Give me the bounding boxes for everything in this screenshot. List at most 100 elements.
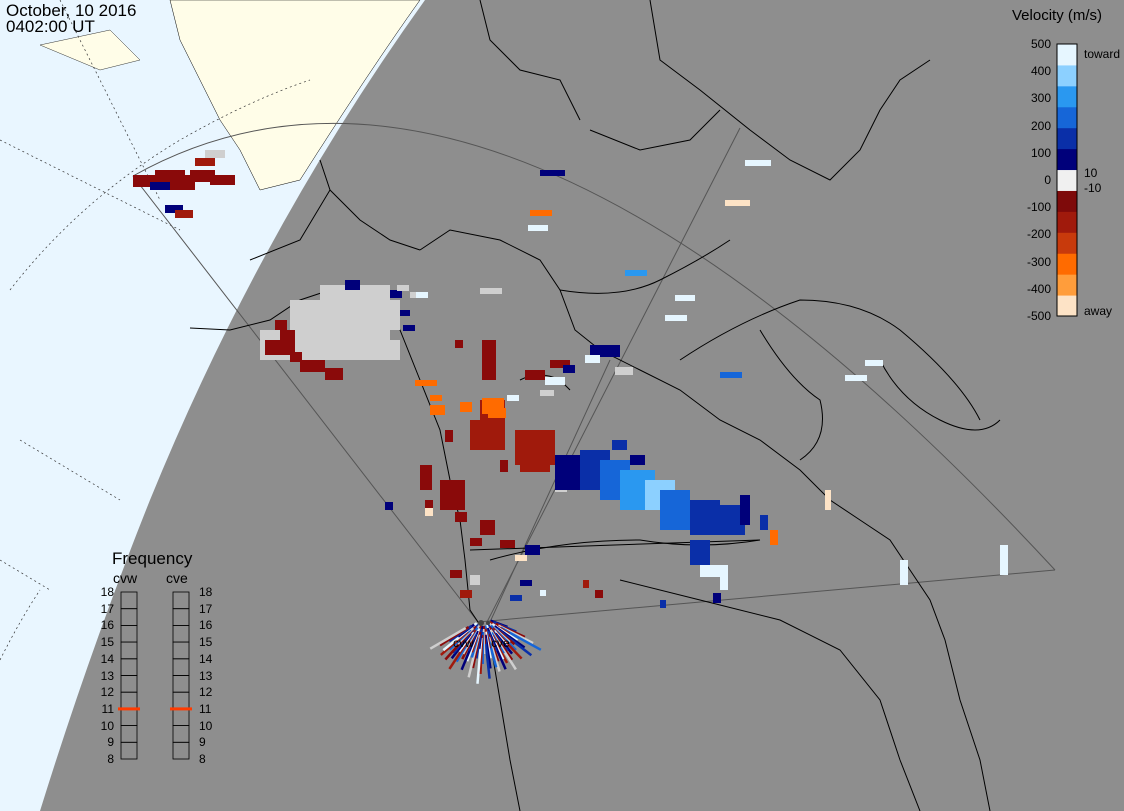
- colorbar-segment: [1057, 232, 1077, 254]
- frequency-cell: [120, 725, 138, 743]
- echo-cell: [545, 377, 565, 385]
- frequency-cell: [120, 608, 138, 626]
- echo-cell: [400, 310, 410, 316]
- radar-label-cve: cve: [491, 636, 510, 650]
- frequency-label-right: 15: [199, 635, 213, 650]
- frequency-label-left: 18: [100, 585, 114, 599]
- colorbar-inner-plus: 10: [1084, 166, 1098, 180]
- frequency-label-right: 14: [199, 651, 213, 666]
- colorbar-tick-3: 200: [1030, 118, 1051, 133]
- frequency-cell: [172, 741, 190, 760]
- echo-cell: [480, 288, 502, 294]
- echo-cell: [525, 370, 545, 380]
- frequency-cell: [120, 675, 138, 693]
- frequency-marker-cvw: [118, 707, 140, 711]
- echo-cell: [175, 210, 193, 218]
- colorbar-tick-6: -100: [1026, 200, 1051, 215]
- frequency-label-right: 9: [199, 735, 206, 750]
- frequency-label-right: 12: [199, 685, 213, 700]
- echo-cell: [390, 290, 402, 298]
- radar-site-cvw: [478, 620, 484, 626]
- frequency-radar-cve: cve: [166, 570, 188, 586]
- echo-cell: [585, 355, 600, 363]
- echo-cell: [540, 590, 546, 596]
- colorbar-inner-minus: -10: [1084, 181, 1102, 195]
- echo-cell: [485, 430, 505, 450]
- frequency-label-right: 10: [199, 718, 213, 733]
- echo-cell: [540, 390, 554, 396]
- colorbar-segment: [1057, 44, 1077, 66]
- radar-site-cve: [486, 621, 490, 625]
- coastlines: [189, 0, 1001, 811]
- echo-cell: [825, 490, 831, 510]
- colorbar-segment: [1057, 64, 1077, 87]
- colorbar-tick-2: 300: [1030, 91, 1051, 106]
- echo-cell: [660, 490, 690, 530]
- echo-cell: [740, 495, 750, 525]
- map-lightside: [0, 0, 425, 811]
- echo-cell: [445, 495, 465, 510]
- frequency-title: Frequency: [112, 549, 193, 568]
- echo-cell: [900, 560, 908, 585]
- echo-cell: [540, 170, 565, 176]
- echo-cell: [507, 395, 519, 401]
- echo-cell: [725, 200, 750, 206]
- echo-cell: [470, 575, 480, 585]
- echo-beam: [429, 626, 467, 650]
- echo-cell: [300, 360, 325, 372]
- frequency-cell: [120, 625, 138, 643]
- echo-cell: [480, 520, 495, 535]
- echo-cell: [665, 315, 687, 321]
- echo-cell: [460, 590, 472, 598]
- echo-cell: [525, 545, 540, 555]
- echo-cell: [195, 158, 215, 166]
- frequency-label-left: 11: [101, 701, 114, 716]
- frequency-label-left: 13: [100, 668, 114, 683]
- echo-cell: [205, 150, 225, 158]
- echo-cell: [583, 580, 589, 588]
- frequency-cell: [172, 675, 190, 693]
- frequency-panel: [118, 591, 192, 760]
- echo-cell: [563, 365, 575, 373]
- colorbar-tick-8: -300: [1026, 254, 1051, 269]
- echo-cell: [612, 440, 627, 450]
- colorbar-segment: [1057, 274, 1077, 296]
- colorbar-segment: [1057, 169, 1077, 191]
- frequency-cell: [172, 708, 190, 727]
- frequency-label-right: 17: [199, 601, 213, 616]
- echo-cell: [150, 182, 170, 190]
- echo-cell: [550, 360, 570, 368]
- colorbar-segment: [1057, 190, 1077, 212]
- frequency-label-right: 8: [199, 752, 206, 766]
- frequency-label-left: 9: [107, 735, 114, 750]
- border-us-canada: [469, 539, 761, 551]
- echo-cell: [403, 325, 415, 331]
- frequency-label-right: 16: [199, 618, 213, 633]
- echo-cell: [275, 320, 287, 330]
- colorbar-segment: [1057, 253, 1077, 275]
- colorbar-tick-7: -200: [1026, 227, 1051, 242]
- echo-cell: [720, 372, 742, 378]
- echo-cell: [500, 540, 515, 548]
- echo-cell: [397, 285, 409, 291]
- echo-cell: [190, 170, 215, 182]
- time-label: 0402:00 UT: [6, 17, 95, 36]
- echo-cell: [625, 270, 647, 276]
- frequency-cell: [172, 725, 190, 743]
- echo-cell: [325, 368, 343, 380]
- frequency-label-left: 15: [100, 635, 114, 650]
- colorbar-title: Velocity (m/s): [1012, 7, 1103, 24]
- radar-label-cvw: cvw: [453, 636, 474, 650]
- colorbar-tick-1: 400: [1030, 64, 1051, 79]
- frequency-cell: [120, 741, 138, 760]
- echo-beam: [483, 637, 491, 679]
- echo-cell: [425, 500, 433, 508]
- colorbar-frame: [1056, 43, 1078, 317]
- frequency-cell: [172, 591, 190, 610]
- echo-cell: [445, 430, 453, 442]
- echo-cell: [170, 175, 195, 190]
- echo-cell: [482, 340, 496, 380]
- echo-cell: [745, 160, 771, 166]
- colorbar-segment: [1057, 295, 1077, 317]
